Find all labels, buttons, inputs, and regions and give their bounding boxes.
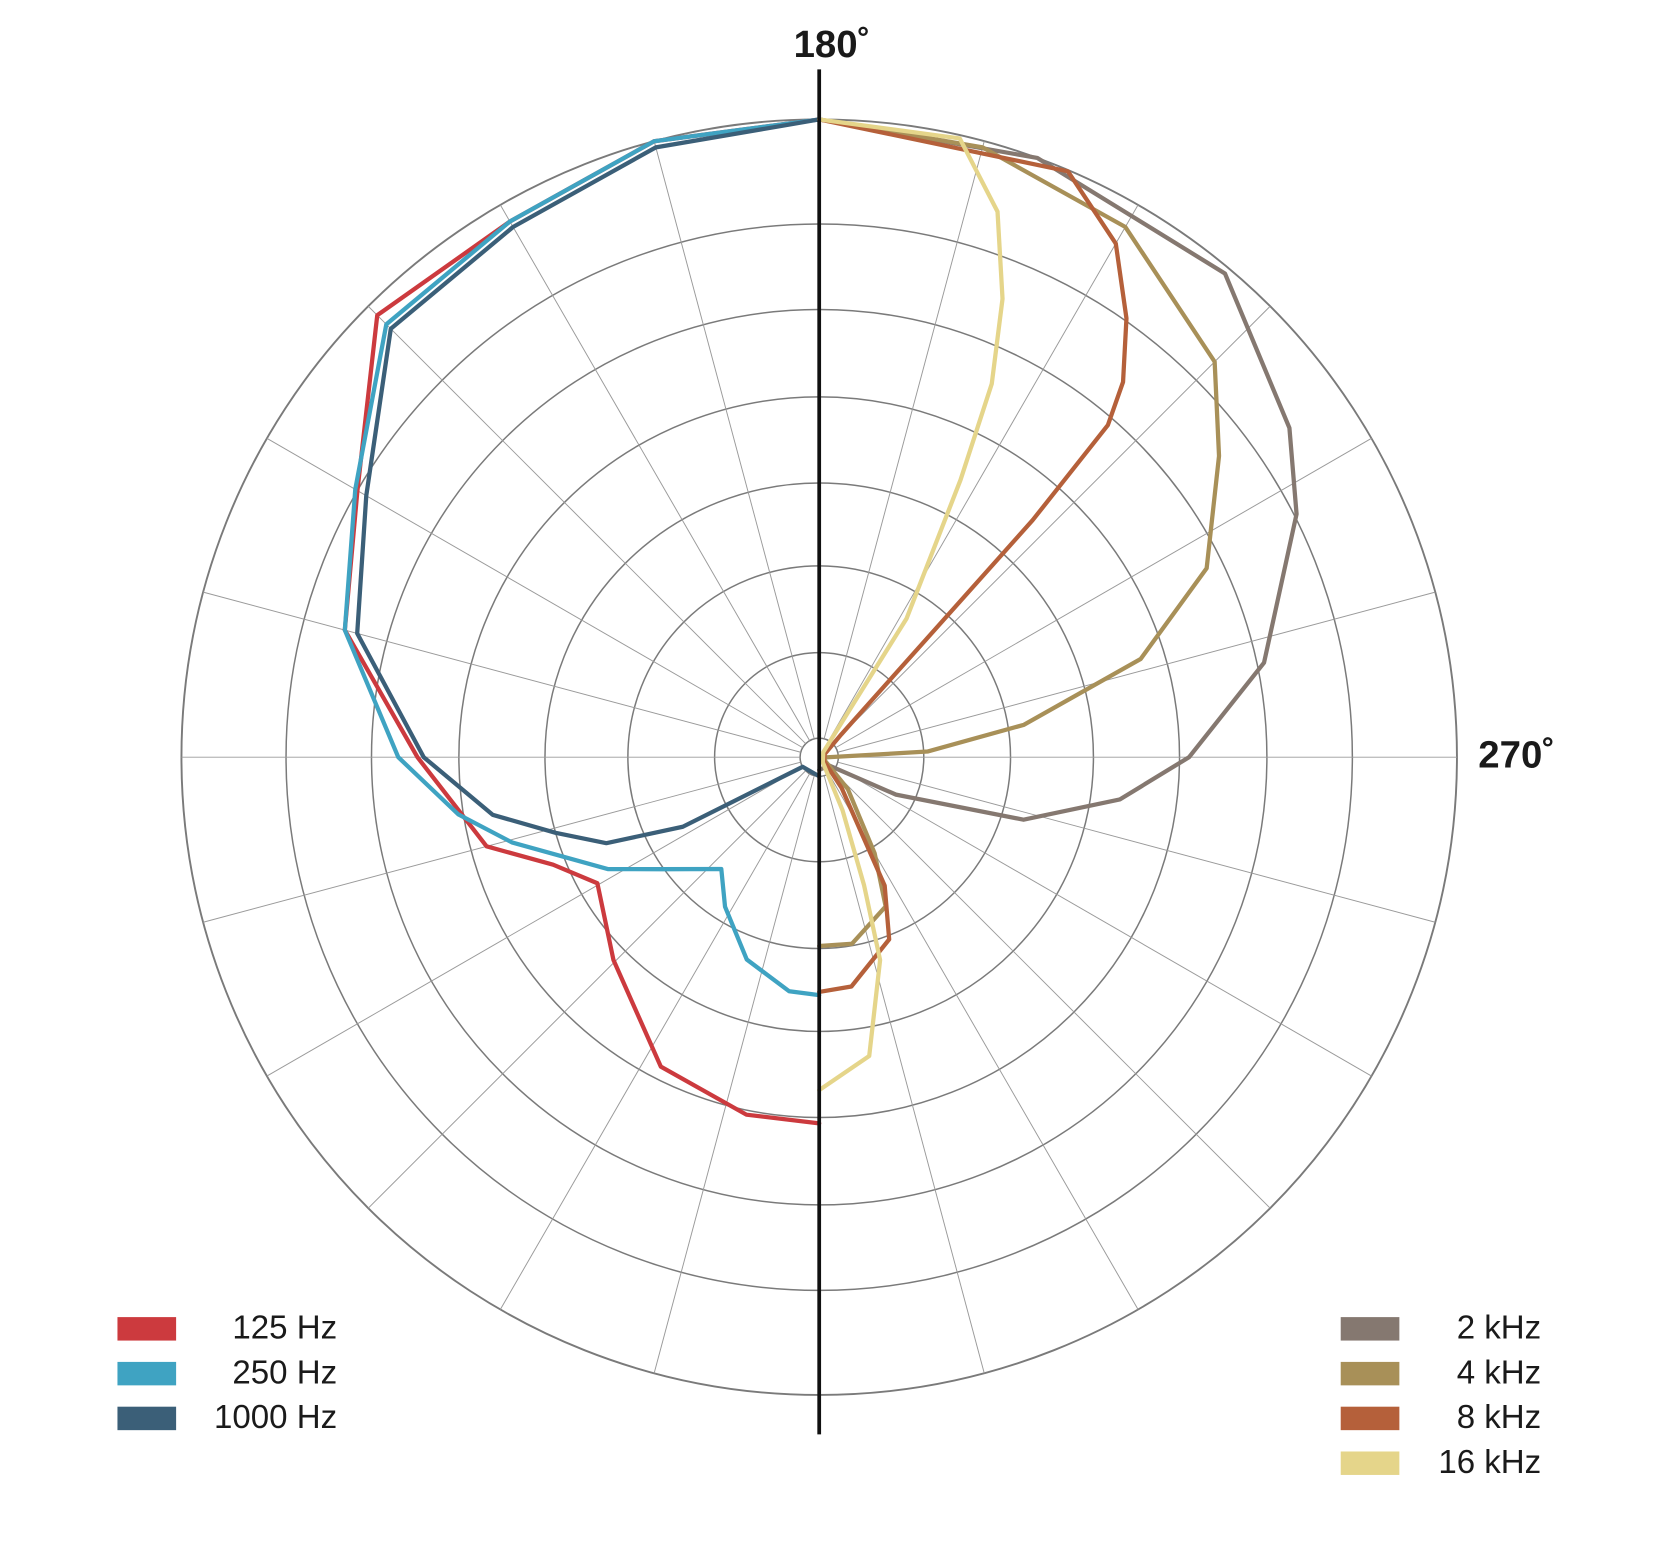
legend-swatch [1340, 1361, 1400, 1386]
series-line [342, 117, 822, 998]
grid-spoke [203, 761, 801, 923]
grid-spoke [835, 766, 1372, 1077]
legend-label: 8 kHz [1457, 1399, 1541, 1436]
grid-spoke [837, 761, 1436, 923]
series-line [817, 117, 1129, 995]
grid-spoke [828, 204, 1139, 741]
grid-spoke [367, 305, 807, 745]
grid-spoke [653, 775, 815, 1374]
grid-spoke [367, 770, 807, 1209]
legend-label: 250 Hz [232, 1354, 337, 1391]
legend-swatch [117, 1361, 177, 1386]
legend-swatch [117, 1317, 177, 1341]
legend-label: 125 Hz [232, 1310, 337, 1347]
grid-spoke [832, 305, 1271, 745]
grid-spoke [832, 770, 1271, 1209]
series-line [342, 117, 822, 1126]
legend-label: 1000 Hz [214, 1399, 337, 1436]
theta-tick-label: 180˚ [794, 23, 871, 66]
legend-swatch [1340, 1317, 1400, 1341]
series-line [817, 117, 1005, 1093]
legend-label: 16 kHz [1438, 1444, 1541, 1481]
grid-spoke [653, 141, 815, 739]
legend-swatch [1340, 1451, 1400, 1475]
series-line [817, 117, 1299, 822]
grid-spoke [203, 591, 801, 753]
legend-swatch [1340, 1406, 1400, 1431]
grid-spoke [835, 437, 1372, 749]
grid-spoke [499, 773, 811, 1310]
grid-spoke [266, 766, 803, 1077]
labels: 180˚ 270˚ 125 Hz 250 Hz 1000 Hz 2 kHz 4 kHz 8 k… [117, 23, 1555, 1481]
grid-spoke [837, 591, 1436, 753]
grid-spoke [828, 773, 1139, 1310]
legend-swatch [117, 1406, 177, 1431]
grid-spoke [499, 204, 811, 741]
legend-label: 4 kHz [1457, 1354, 1541, 1391]
series-line [355, 117, 822, 846]
legend-label: 2 kHz [1457, 1310, 1541, 1347]
grid-spoke [823, 775, 985, 1374]
plot-area [342, 117, 1299, 1126]
grid-spoke [823, 141, 985, 739]
theta-tick-label: 270˚ [1478, 733, 1555, 776]
